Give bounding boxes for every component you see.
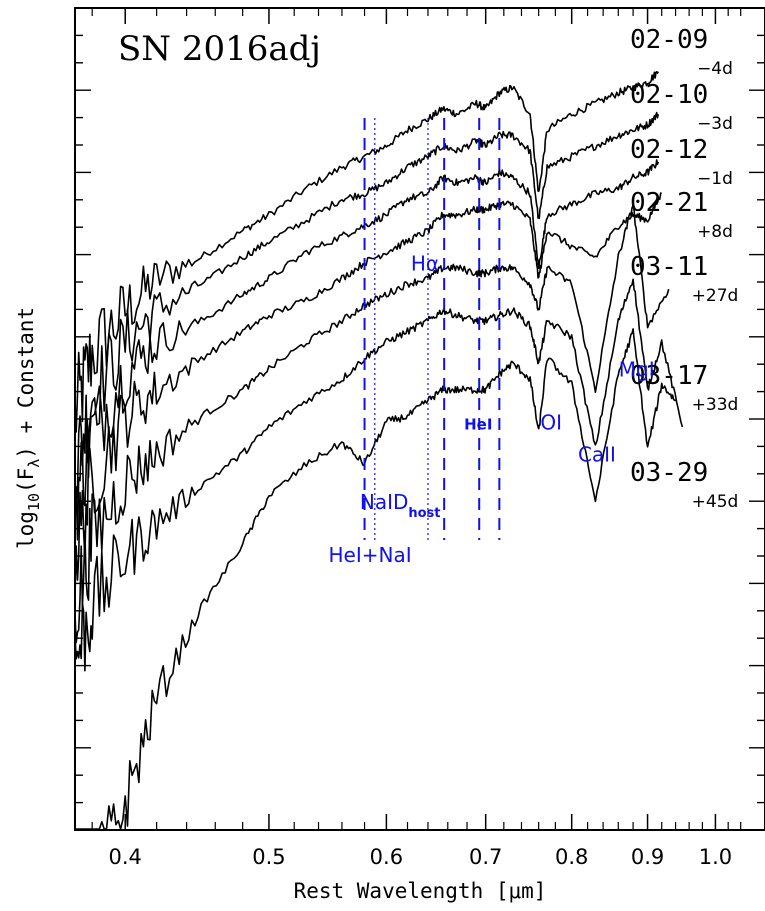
spectrum-line-03-17 [74,278,684,672]
spectrum-line-02-09 [74,71,659,433]
x-tick-label-0: 0.4 [109,845,142,869]
axis-tick-layer: 0.4 0.5 0.6 0.7 0.8 0.9 1.0 [75,7,765,869]
x-tick-label-6: 1.0 [699,845,732,869]
line-id-label-2: OI [540,411,562,435]
chart-title: SN 2016adj [118,29,321,69]
x-axis-title: Rest Wavelength [μm] [294,879,547,903]
spectrum-line-02-12 [74,159,659,541]
epoch-phase-02-12: −1d [697,169,733,189]
line-id-label-4: MgI [619,358,655,382]
x-tick-label-5: 0.9 [631,845,664,869]
epoch-phase-03-29: +45d [692,492,739,512]
plot-frame [74,7,765,831]
x-tick-label-3: 0.7 [469,845,502,869]
epoch-date-03-29: 03-29 [630,458,708,488]
spectrum-line-03-11 [74,204,670,644]
epoch-date-02-10: 02-10 [630,80,708,110]
epoch-date-02-09: 02-09 [630,25,708,55]
line-id-label-0: Hα [411,252,439,276]
spectrum-line-02-10 [74,111,659,521]
y-axis-title: log10(Fλ) + Constant [14,307,43,549]
epoch-date-02-21: 02-21 [630,188,708,218]
line-id-label-3: CaII [578,442,616,466]
line-id-label-1: HeI [464,416,492,434]
epoch-date-03-17: 03-17 [630,361,708,391]
epoch-phase-03-17: +33d [692,395,739,415]
epoch-phase-03-11: +27d [692,286,739,306]
epoch-date-03-11: 03-11 [630,252,708,282]
epoch-phase-02-10: −3d [697,114,733,134]
x-tick-label-1: 0.5 [252,845,285,869]
x-tick-label-2: 0.6 [370,845,403,869]
spectra-series-layer [74,71,684,830]
spectrum-line-02-21 [74,192,663,598]
x-tick-label-4: 0.8 [555,845,588,869]
epoch-phase-02-09: −4d [697,59,733,79]
spectrum-line-03-29 [75,328,676,830]
line-id-label-6: HeI+NaI [329,543,412,567]
line-marker-layer [363,118,501,540]
epoch-phase-02-21: +8d [697,222,733,242]
epoch-date-02-12: 02-12 [630,135,708,165]
